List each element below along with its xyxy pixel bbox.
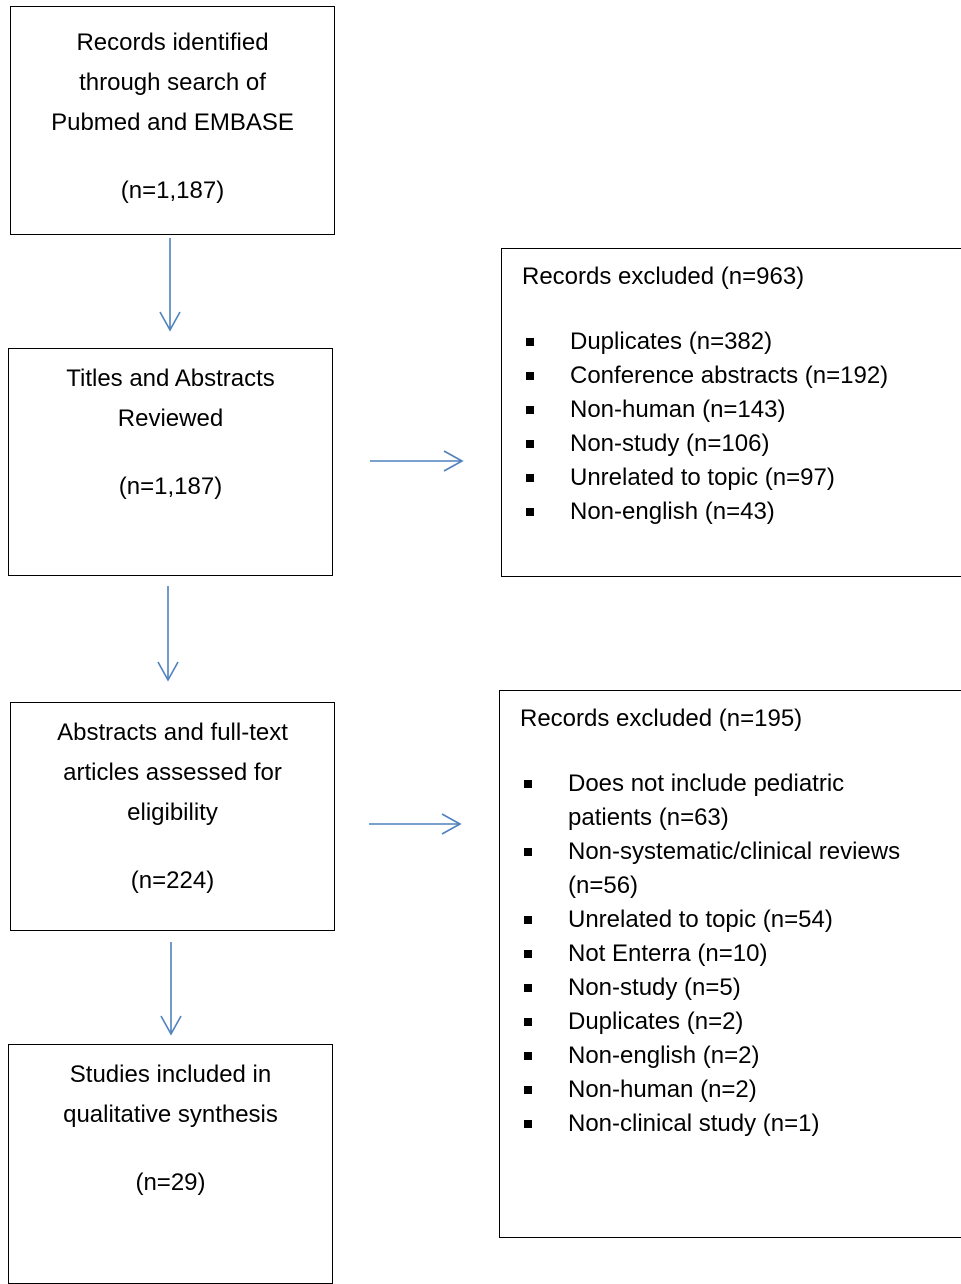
box-line: Titles and Abstracts <box>66 365 275 392</box>
box-line: Reviewed <box>117 405 224 432</box>
list-item: Does not include pediatric patients (n=63… <box>520 767 900 835</box>
list-item: Unrelated to topic (n=97) <box>522 461 888 495</box>
exclusion-title: Records excluded (n=195) <box>520 705 803 732</box>
fulltext-assessed-box: Abstracts and full-text articles assesse… <box>10 702 335 931</box>
box-line: Abstracts and full-text <box>57 719 288 746</box>
list-item: Non-study (n=106) <box>522 427 888 461</box>
list-item: Non-english (n=43) <box>522 495 888 529</box>
list-item: Non-human (n=2) <box>520 1073 900 1107</box>
records-identified-box: Records identified through search of Pub… <box>10 6 335 235</box>
bullet-square-icon <box>524 1086 532 1094</box>
down-arrow-icon <box>159 238 181 332</box>
list-item: Non-clinical study (n=1) <box>520 1107 900 1141</box>
studies-included-box: Studies included in qualitative synthesi… <box>8 1044 333 1284</box>
box-count: (n=29) <box>135 1169 206 1196</box>
box-count: (n=1,187) <box>118 473 223 500</box>
bullet-square-icon <box>524 1120 532 1128</box>
box-line: qualitative synthesis <box>63 1101 278 1128</box>
bullet-square-icon <box>526 406 534 414</box>
list-item: Conference abstracts (n=192) <box>522 359 888 393</box>
exclusion-list: Duplicates (n=382) Conference abstracts … <box>522 325 888 529</box>
bullet-square-icon <box>524 1052 532 1060</box>
down-arrow-icon <box>160 942 182 1036</box>
bullet-square-icon <box>524 950 532 958</box>
bullet-square-icon <box>524 780 532 788</box>
box-line: Studies included in <box>69 1061 272 1088</box>
bullet-square-icon <box>526 474 534 482</box>
box-count: (n=224) <box>130 867 215 894</box>
down-arrow-icon <box>157 586 179 682</box>
exclusion-list: Does not include pediatric patients (n=63… <box>520 767 900 1141</box>
bullet-square-icon <box>524 916 532 924</box>
list-item: Non-human (n=143) <box>522 393 888 427</box>
bullet-square-icon <box>526 338 534 346</box>
exclusion-box-first: Records excluded (n=963) Duplicates (n=3… <box>501 248 961 577</box>
bullet-square-icon <box>526 372 534 380</box>
bullet-square-icon <box>524 984 532 992</box>
bullet-square-icon <box>524 848 532 856</box>
list-item: Non-study (n=5) <box>520 971 900 1005</box>
titles-reviewed-box: Titles and Abstracts Reviewed (n=1,187) <box>8 348 333 576</box>
list-item: Unrelated to topic (n=54) <box>520 903 900 937</box>
list-item: Duplicates (n=2) <box>520 1005 900 1039</box>
box-line: Pubmed and EMBASE <box>51 109 294 136</box>
bullet-square-icon <box>526 440 534 448</box>
box-count: (n=1,187) <box>120 177 225 204</box>
box-line: articles assessed for <box>63 759 282 786</box>
right-arrow-icon <box>369 813 462 835</box>
exclusion-title: Records excluded (n=963) <box>522 263 805 290</box>
bullet-square-icon <box>524 1018 532 1026</box>
bullet-square-icon <box>526 508 534 516</box>
box-line: eligibility <box>127 799 218 826</box>
box-line: through search of <box>79 69 266 96</box>
box-line: Records identified <box>76 29 269 56</box>
list-item: Not Enterra (n=10) <box>520 937 900 971</box>
right-arrow-icon <box>370 450 464 472</box>
list-item: Non-systematic/clinical reviews (n=56) <box>520 835 900 903</box>
list-item: Duplicates (n=382) <box>522 325 888 359</box>
list-item: Non-english (n=2) <box>520 1039 900 1073</box>
exclusion-box-second: Records excluded (n=195) Does not includ… <box>499 690 961 1238</box>
